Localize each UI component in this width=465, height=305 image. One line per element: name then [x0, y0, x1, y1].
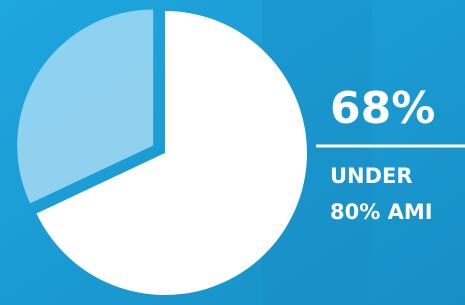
- page: {"chart_data": {"type": "pie", "values":…: [0, 0, 465, 305]
- value-label: 68%: [330, 83, 435, 134]
- annotation-line: 80% AMI: [330, 200, 433, 224]
- chart: 68% UNDER 80% AMI: [0, 0, 465, 305]
- annotation-line: UNDER: [330, 164, 413, 188]
